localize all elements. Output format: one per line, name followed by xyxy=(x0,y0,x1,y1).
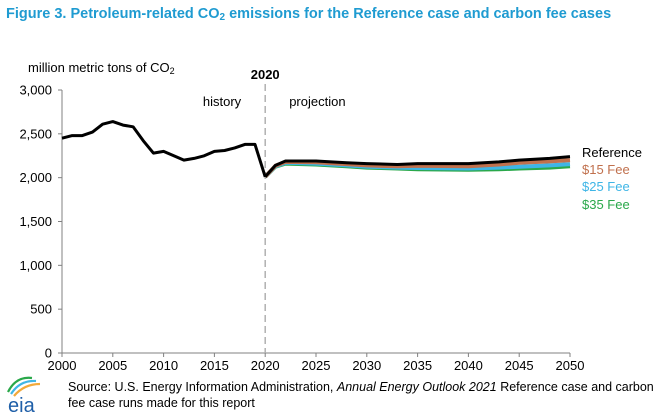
x-tick-label: 2025 xyxy=(302,358,331,372)
y-tick-label: 500 xyxy=(30,302,52,317)
y-tick-label: 0 xyxy=(45,346,52,361)
y-tick-label: 2,000 xyxy=(19,170,52,185)
history-label: history xyxy=(203,94,242,109)
divider-year-label: 2020 xyxy=(251,67,280,82)
figure-footer: eia Source: U.S. Energy Information Admi… xyxy=(0,372,662,420)
x-tick-label: 2020 xyxy=(251,358,280,372)
x-tick-label: 2045 xyxy=(505,358,534,372)
x-tick-label: 2035 xyxy=(403,358,432,372)
x-tick-label: 2015 xyxy=(200,358,229,372)
x-tick-label: 2040 xyxy=(454,358,483,372)
y-tick-label: 3,000 xyxy=(19,83,52,98)
y-tick-label: 2,500 xyxy=(19,126,52,141)
emissions-line-chart: 0 500 1,000 1,500 2,000 2,500 3,000 2000 2005 201… xyxy=(19,67,642,372)
legend-entry: $25 Fee xyxy=(582,179,630,194)
x-tick-label: 2050 xyxy=(556,358,585,372)
x-tick-label: 2010 xyxy=(149,358,178,372)
legend-entry: $35 Fee xyxy=(582,197,630,212)
eia-logo: eia xyxy=(7,376,41,416)
figure-title: Figure 3. Petroleum-related CO2 emission… xyxy=(6,6,612,23)
source-note: Source: U.S. Energy Information Administ… xyxy=(68,380,654,410)
x-tick-label: 2000 xyxy=(48,358,77,372)
y-axis-unit-label: million metric tons of CO2 xyxy=(28,60,175,76)
legend-entry: $15 Fee xyxy=(582,162,630,177)
x-tick-label: 2005 xyxy=(98,358,127,372)
eia-logo-text: eia xyxy=(8,395,36,416)
series-line-reference xyxy=(264,155,571,178)
legend-entry: Reference xyxy=(582,145,642,160)
y-tick-label: 1,500 xyxy=(19,214,52,229)
x-tick-label: 2030 xyxy=(352,358,381,372)
history-line xyxy=(61,120,267,178)
projection-label: projection xyxy=(289,94,345,109)
y-tick-label: 1,000 xyxy=(19,258,52,273)
